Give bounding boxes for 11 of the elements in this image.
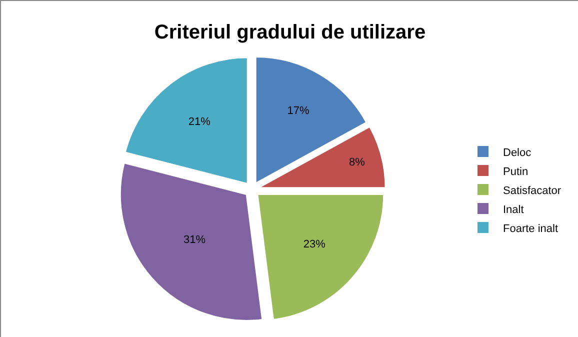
data-label: 8% [348,156,366,169]
data-label: 17% [287,105,310,118]
legend-label: Foarte inalt [503,222,558,235]
legend-label: Putin [503,166,528,178]
data-label: 21% [188,116,211,128]
chart-title: Criteriul gradului de utilizare [154,22,426,44]
data-label: 31% [184,234,206,246]
legend-label: Inalt [503,204,524,216]
data-label: 23% [303,238,326,251]
legend-label: Satisfacator [503,184,562,197]
legend-label: Deloc [503,146,532,159]
